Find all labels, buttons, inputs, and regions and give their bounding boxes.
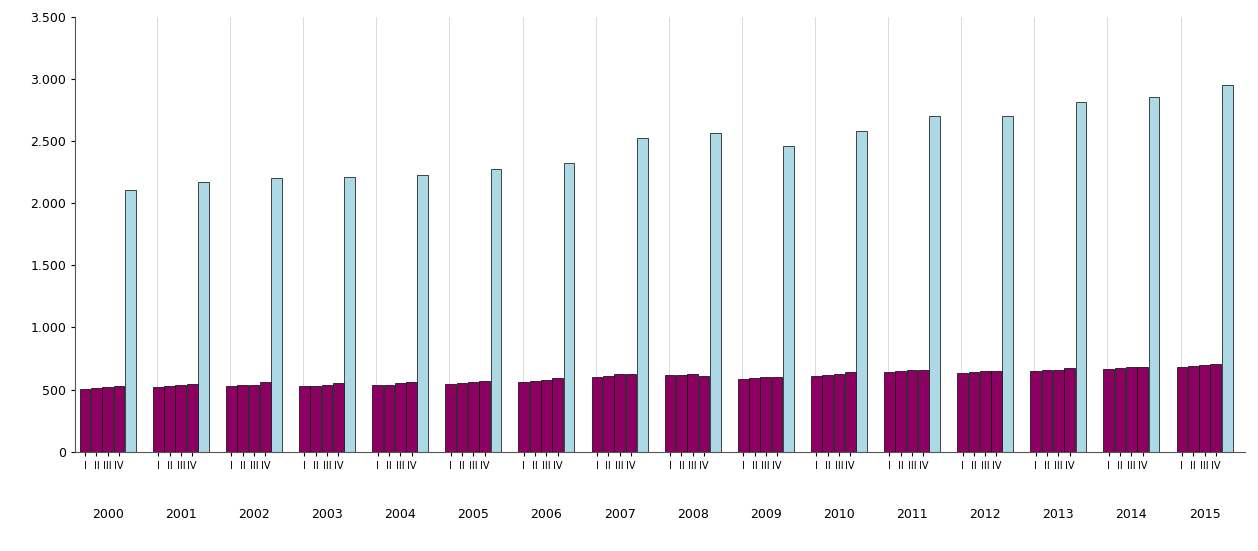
Bar bbox=[834, 374, 844, 452]
Bar bbox=[760, 377, 771, 452]
Bar bbox=[552, 379, 564, 452]
Bar bbox=[457, 383, 468, 452]
Bar bbox=[991, 371, 1001, 452]
Bar bbox=[687, 375, 698, 452]
Bar bbox=[153, 387, 164, 452]
Bar bbox=[372, 385, 382, 452]
Bar bbox=[1030, 371, 1042, 452]
Bar bbox=[811, 376, 821, 452]
Bar bbox=[79, 389, 91, 452]
Text: 2001: 2001 bbox=[165, 509, 196, 521]
Bar bbox=[91, 388, 102, 452]
Bar bbox=[1103, 370, 1115, 452]
Bar bbox=[165, 386, 175, 452]
Bar bbox=[738, 379, 749, 452]
Bar bbox=[541, 380, 552, 452]
Bar bbox=[468, 382, 479, 452]
Bar bbox=[603, 376, 614, 452]
Bar bbox=[345, 177, 355, 452]
Bar bbox=[226, 386, 237, 452]
Text: 2005: 2005 bbox=[458, 509, 489, 521]
Text: 2011: 2011 bbox=[896, 509, 928, 521]
Bar bbox=[930, 116, 940, 452]
Bar bbox=[1176, 368, 1188, 452]
Bar bbox=[664, 375, 676, 452]
Bar bbox=[518, 382, 530, 452]
Text: 2004: 2004 bbox=[385, 509, 416, 521]
Bar bbox=[198, 182, 209, 452]
Bar bbox=[614, 374, 625, 452]
Bar bbox=[238, 385, 248, 452]
Bar bbox=[418, 175, 428, 452]
Text: 2015: 2015 bbox=[1189, 509, 1220, 521]
Bar bbox=[1064, 369, 1076, 452]
Bar bbox=[1188, 366, 1199, 452]
Bar bbox=[884, 372, 894, 452]
Bar bbox=[384, 385, 394, 452]
Bar bbox=[676, 375, 687, 452]
Text: 2013: 2013 bbox=[1043, 509, 1074, 521]
Bar bbox=[1003, 116, 1013, 452]
Bar bbox=[857, 131, 867, 452]
Bar bbox=[980, 371, 990, 452]
Text: 2003: 2003 bbox=[311, 509, 343, 521]
Bar bbox=[823, 375, 833, 452]
Bar bbox=[479, 381, 491, 452]
Bar bbox=[845, 372, 855, 452]
Bar bbox=[125, 190, 136, 452]
Bar bbox=[260, 382, 270, 452]
Text: 2007: 2007 bbox=[604, 509, 635, 521]
Bar bbox=[907, 370, 917, 452]
Bar bbox=[1076, 102, 1086, 452]
Bar bbox=[1053, 370, 1064, 452]
Bar bbox=[1115, 368, 1126, 452]
Bar bbox=[1210, 364, 1222, 452]
Bar bbox=[625, 374, 637, 452]
Bar bbox=[175, 385, 186, 452]
Bar bbox=[957, 372, 967, 452]
Bar bbox=[102, 387, 113, 452]
Bar bbox=[333, 383, 343, 452]
Bar bbox=[311, 386, 321, 452]
Bar bbox=[406, 382, 416, 452]
Bar bbox=[322, 385, 332, 452]
Bar bbox=[1149, 98, 1160, 452]
Bar bbox=[698, 376, 710, 452]
Bar bbox=[969, 372, 979, 452]
Bar bbox=[395, 383, 405, 452]
Bar bbox=[1222, 85, 1233, 452]
Bar bbox=[1137, 366, 1149, 452]
Bar bbox=[771, 377, 782, 452]
Bar bbox=[186, 385, 198, 452]
Bar bbox=[750, 379, 760, 452]
Text: 2002: 2002 bbox=[238, 509, 269, 521]
Text: 2012: 2012 bbox=[970, 509, 1001, 521]
Bar bbox=[637, 138, 648, 452]
Bar bbox=[299, 386, 309, 452]
Bar bbox=[591, 377, 603, 452]
Text: 2008: 2008 bbox=[677, 509, 708, 521]
Text: 2006: 2006 bbox=[531, 509, 562, 521]
Bar bbox=[491, 169, 501, 452]
Bar bbox=[445, 384, 457, 452]
Bar bbox=[1126, 368, 1137, 452]
Bar bbox=[249, 385, 259, 452]
Bar bbox=[918, 370, 928, 452]
Bar bbox=[564, 163, 575, 452]
Text: 2014: 2014 bbox=[1116, 509, 1147, 521]
Bar bbox=[113, 386, 125, 452]
Bar bbox=[896, 371, 906, 452]
Text: 2000: 2000 bbox=[92, 509, 123, 521]
Text: 2009: 2009 bbox=[750, 509, 781, 521]
Bar bbox=[1042, 370, 1053, 452]
Text: 2010: 2010 bbox=[823, 509, 854, 521]
Bar bbox=[530, 381, 541, 452]
Bar bbox=[782, 146, 794, 452]
Bar bbox=[272, 177, 282, 452]
Bar bbox=[710, 133, 721, 452]
Bar bbox=[1199, 365, 1210, 452]
